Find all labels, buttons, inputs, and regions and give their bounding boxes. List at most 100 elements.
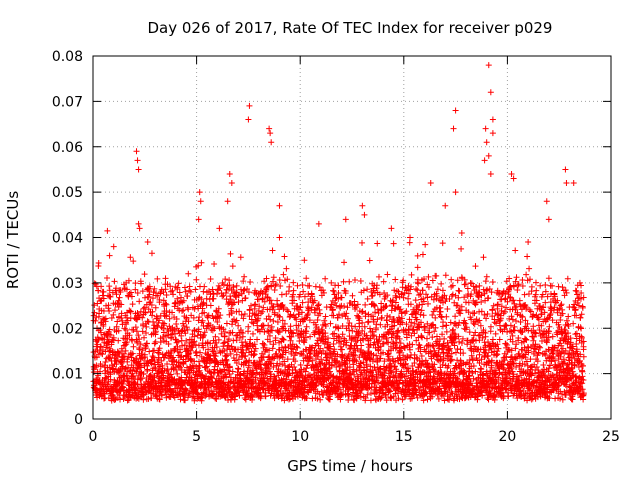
data-point [403,334,410,341]
data-point [501,366,508,373]
data-point [271,286,278,293]
data-point [407,380,414,387]
data-point [260,304,267,311]
data-point [373,373,380,380]
data-point [418,333,425,340]
data-point [180,297,187,304]
data-point [106,326,113,333]
data-point [235,322,242,329]
data-point [196,314,203,321]
data-point [551,344,558,351]
data-point [510,327,517,334]
data-point [533,364,540,371]
data-point [454,302,461,309]
data-point [539,331,546,338]
data-point [439,240,446,247]
data-point [213,344,220,351]
data-point [549,371,556,378]
data-point [469,382,476,389]
data-point [241,310,248,317]
data-point [186,343,193,350]
data-point [190,314,197,321]
data-point [215,305,222,312]
data-point [346,319,353,326]
data-point [139,314,146,321]
data-point [380,278,387,285]
data-point [184,326,191,333]
data-point [396,316,403,323]
data-point [491,319,498,326]
data-point [330,288,337,295]
data-point [334,314,341,321]
data-point [329,306,336,313]
data-point [100,288,107,295]
data-point [205,346,212,353]
data-point [113,291,120,298]
data-point [301,293,308,300]
data-point [193,348,200,355]
data-point [506,370,513,377]
data-point [414,394,421,401]
data-point [328,361,335,368]
data-point [286,396,293,403]
data-point [263,275,270,282]
data-point [503,304,510,311]
data-point [233,337,240,344]
data-point [279,317,286,324]
data-point [485,294,492,301]
data-point [320,392,327,399]
data-point [167,371,174,378]
data-point [390,240,397,247]
data-point [373,352,380,359]
data-point [141,351,148,358]
data-point [461,294,468,301]
data-point [493,350,500,357]
data-point [378,300,385,307]
data-point [419,334,426,341]
data-point [294,302,301,309]
data-point [320,333,327,340]
data-point [408,395,415,402]
data-point [408,283,415,290]
data-point [186,283,193,290]
data-point [375,379,382,386]
data-point [247,279,254,286]
data-point [545,365,552,372]
data-point [301,375,308,382]
data-point [500,360,507,367]
data-point [367,342,374,349]
data-point [554,327,561,334]
data-point [395,327,402,334]
data-point [501,308,508,315]
data-point [477,322,484,329]
data-point [432,314,439,321]
data-point [137,280,144,287]
data-point [145,395,152,402]
data-point [238,290,245,297]
data-point [403,373,410,380]
data-point [415,383,422,390]
data-point [188,357,195,364]
data-point [242,338,249,345]
data-point [508,313,515,320]
data-point [169,287,176,294]
data-point [125,364,132,371]
data-point [195,326,202,333]
data-point [258,366,265,373]
data-point [223,373,230,380]
data-point [340,278,347,285]
data-point [466,329,473,336]
data-point [418,319,425,326]
data-point [353,358,360,365]
data-point [361,323,368,330]
data-point [204,313,211,320]
data-point [198,259,205,266]
data-point [403,321,410,328]
data-point [291,364,298,371]
data-point [299,299,306,306]
data-point [135,332,142,339]
data-point [545,368,552,375]
data-point [546,323,553,330]
data-point [276,328,283,335]
data-point [225,367,232,374]
